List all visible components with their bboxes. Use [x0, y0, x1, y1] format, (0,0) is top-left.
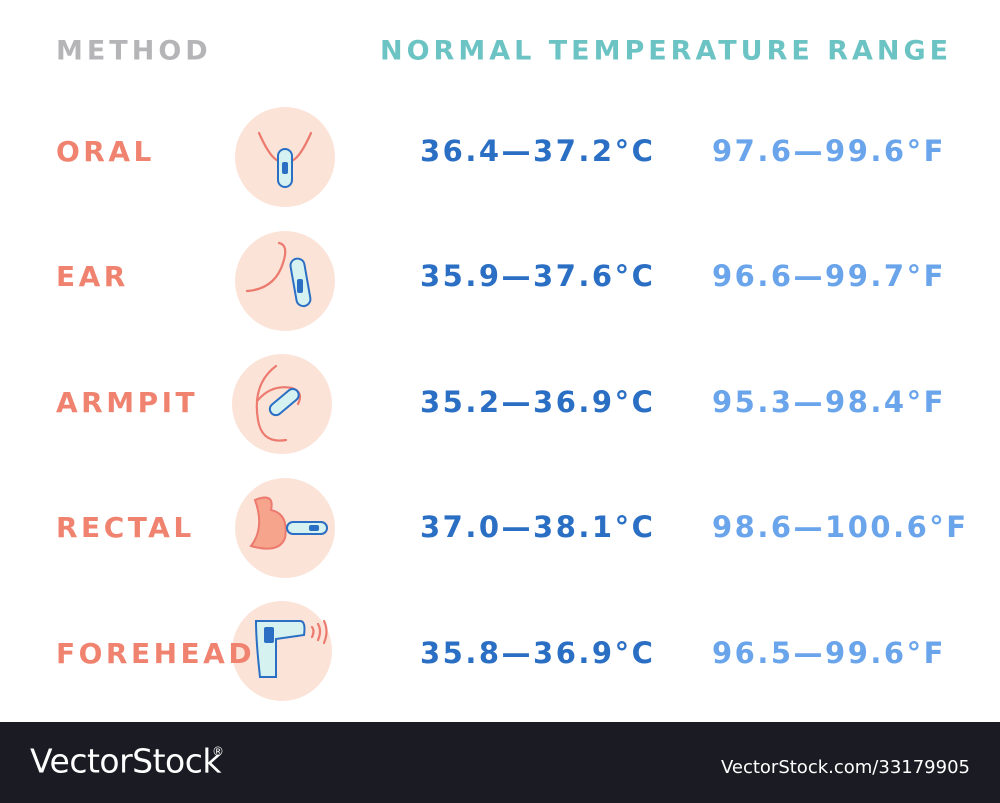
footer-bar: [0, 722, 1000, 803]
method-header: METHOD: [56, 36, 212, 67]
celsius-range: 35.2—36.9°C: [420, 385, 655, 419]
rectal-icon: [235, 478, 335, 578]
method-label: FOREHEAD: [56, 637, 255, 670]
footer-brand: VectorStock: [30, 742, 222, 781]
fahrenheit-range: 97.6—99.6°F: [712, 134, 946, 168]
oral-icon: [235, 107, 335, 207]
range-header: NORMAL TEMPERATURE RANGE: [380, 36, 952, 67]
ear-icon: [235, 231, 335, 331]
footer-url: VectorStock.com/33179905: [721, 757, 970, 778]
celsius-range: 35.9—37.6°C: [420, 259, 655, 293]
fahrenheit-range: 98.6—100.6°F: [712, 510, 969, 544]
method-label: ARMPIT: [56, 386, 198, 419]
icons: [232, 107, 335, 701]
celsius-range: 37.0—38.1°C: [420, 510, 655, 544]
method-label: RECTAL: [56, 511, 195, 544]
forehead-icon: [232, 601, 332, 701]
footer-mark: ®: [212, 745, 224, 759]
celsius-range: 36.4—37.2°C: [420, 134, 655, 168]
armpit-icon: [232, 354, 332, 454]
celsius-range: 35.8—36.9°C: [420, 636, 655, 670]
fahrenheit-range: 96.6—99.7°F: [712, 259, 946, 293]
fahrenheit-range: 96.5—99.6°F: [712, 636, 946, 670]
method-label: EAR: [56, 260, 129, 293]
method-label: ORAL: [56, 135, 155, 168]
fahrenheit-range: 95.3—98.4°F: [712, 385, 946, 419]
